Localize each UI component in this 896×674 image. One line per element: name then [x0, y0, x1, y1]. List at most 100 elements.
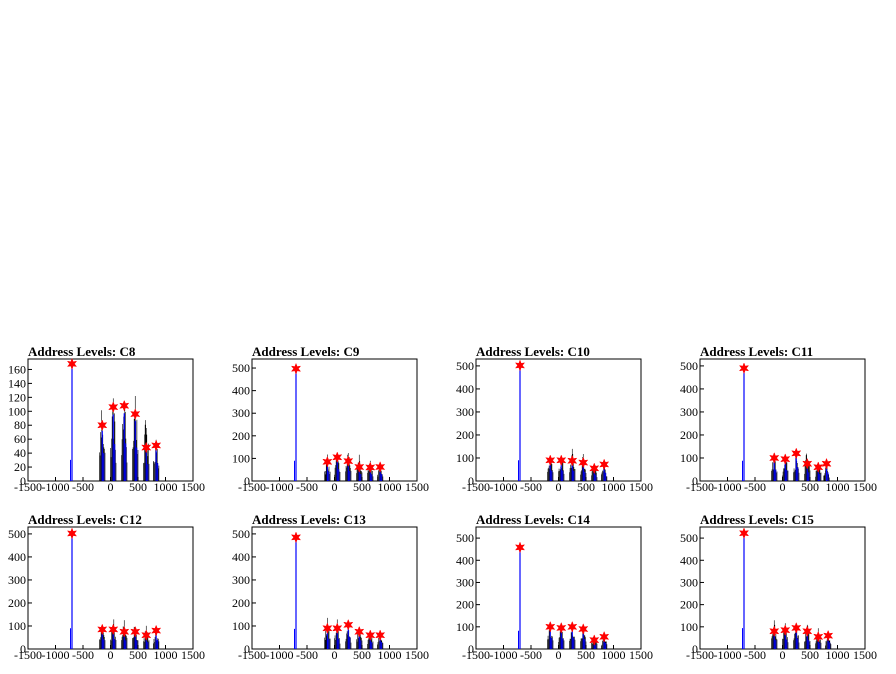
y-tick-label: 100	[456, 620, 474, 634]
x-tick-label: 0	[556, 480, 562, 494]
x-tick-label: 1000	[602, 480, 626, 494]
y-tick-label: 100	[456, 451, 474, 465]
peak-marker	[66, 357, 78, 370]
chart-panel: 0 100 200 300 400 500 -1500 -1000 -500 0 500 1000 15…	[672, 338, 896, 506]
x-tick-label: 500	[801, 648, 819, 662]
peak-marker	[354, 461, 365, 473]
x-tick-label: 1500	[853, 648, 877, 662]
x-tick-label: 0	[108, 480, 114, 494]
y-tick-label: 40	[14, 446, 26, 460]
peak-marker	[141, 441, 152, 454]
histogram-series	[742, 368, 830, 481]
x-tick-label: 1500	[853, 480, 877, 494]
x-tick-label: -1500	[462, 648, 490, 662]
peak-marker	[130, 625, 141, 638]
peak-marker	[556, 454, 567, 467]
peak-marker	[66, 527, 78, 540]
peak-marker	[130, 408, 141, 420]
chart-panel: 0 20 40 60 80 100 120 140 160 -1500 -1000 -500 0 500 1…	[0, 338, 224, 506]
peak-marker	[97, 419, 108, 432]
x-tick-label: 1000	[602, 648, 626, 662]
x-tick-label: -1500	[238, 648, 266, 662]
chart-plot: 0 100 200 300 400 500 -1500 -1000 -500 0 500 1000 15…	[680, 358, 877, 494]
y-tick-label: 200	[232, 429, 250, 443]
histogram-series	[294, 368, 384, 481]
peak-marker	[599, 458, 610, 471]
peak-marker	[365, 629, 376, 642]
x-tick-label: -1500	[686, 480, 714, 494]
x-tick-label: 500	[129, 480, 147, 494]
y-tick-label: 0	[692, 474, 698, 488]
y-tick-label: 0	[244, 474, 250, 488]
peak-marker	[578, 623, 589, 635]
x-tick-label: 1000	[378, 648, 402, 662]
peak-marker	[567, 454, 578, 467]
x-tick-label: -500	[296, 480, 318, 494]
x-tick-label: -500	[296, 648, 318, 662]
y-tick-label: 0	[20, 474, 26, 488]
y-tick-label: 100	[232, 619, 250, 633]
peak-marker	[769, 452, 780, 464]
x-tick-label: 0	[780, 648, 786, 662]
peak-marker	[119, 399, 130, 412]
x-tick-label: 0	[332, 648, 338, 662]
y-tick-label: 120	[8, 390, 26, 404]
x-tick-label: 0	[332, 480, 338, 494]
peak-marker	[780, 453, 791, 466]
chart-title: Address Levels: C14	[476, 512, 590, 527]
peak-marker	[802, 625, 813, 638]
peak-marker	[97, 623, 108, 636]
y-tick-label: 500	[232, 361, 250, 375]
chart-panel: 0 100 200 300 400 500 -1500 -1000 -500 0 500 1000 15…	[448, 506, 672, 674]
y-tick-label: 0	[468, 474, 474, 488]
y-tick-label: 200	[456, 428, 474, 442]
peak-marker	[354, 625, 365, 638]
x-tick-label: 1000	[826, 648, 850, 662]
peak-marker	[151, 439, 162, 452]
y-tick-label: 400	[456, 553, 474, 567]
x-tick-label: 0	[780, 480, 786, 494]
chart-title: Address Levels: C10	[476, 344, 590, 359]
y-tick-label: 100	[8, 404, 26, 418]
peak-marker	[823, 629, 834, 642]
x-tick-label: -500	[72, 480, 94, 494]
x-tick-label: 0	[556, 648, 562, 662]
x-tick-label: 1000	[154, 480, 178, 494]
x-tick-label: 0	[108, 648, 114, 662]
x-tick-label: -1000	[714, 480, 742, 494]
plot-frame	[699, 358, 866, 482]
x-tick-label: -1000	[490, 480, 518, 494]
plot-frame	[251, 358, 418, 482]
x-tick-label: -1500	[462, 480, 490, 494]
peak-marker	[738, 362, 750, 375]
peak-marker	[119, 625, 130, 638]
y-tick-label: 400	[456, 382, 474, 396]
peak-marker	[151, 624, 162, 637]
peak-marker	[290, 531, 302, 544]
peak-marker	[780, 624, 791, 637]
x-tick-label: -1000	[42, 480, 70, 494]
chart-title: Address Levels: C12	[28, 512, 142, 527]
y-tick-label: 200	[680, 598, 698, 612]
y-tick-label: 500	[232, 527, 250, 541]
x-tick-label: -500	[520, 480, 542, 494]
y-tick-label: 300	[680, 575, 698, 589]
chart-plot: 0 100 200 300 400 500 -1500 -1000 -500 0 500 1000 15…	[456, 358, 653, 494]
peak-marker	[589, 462, 600, 475]
histogram-series	[70, 363, 160, 481]
y-tick-label: 0	[244, 642, 250, 656]
peak-marker	[589, 634, 600, 647]
peak-marker	[599, 630, 610, 643]
y-tick-label: 200	[680, 428, 698, 442]
y-tick-label: 60	[14, 432, 26, 446]
y-tick-label: 200	[232, 596, 250, 610]
peak-marker	[802, 457, 813, 470]
x-tick-label: -1500	[14, 480, 42, 494]
x-tick-label: 1500	[405, 648, 429, 662]
y-tick-label: 500	[456, 359, 474, 373]
peak-marker	[343, 618, 354, 631]
y-tick-label: 80	[14, 418, 26, 432]
peak-marker	[514, 359, 526, 372]
x-tick-label: 1500	[405, 480, 429, 494]
chart-plot: 0 100 200 300 400 500 -1500 -1000 -500 0 500 1000 15…	[680, 526, 877, 662]
